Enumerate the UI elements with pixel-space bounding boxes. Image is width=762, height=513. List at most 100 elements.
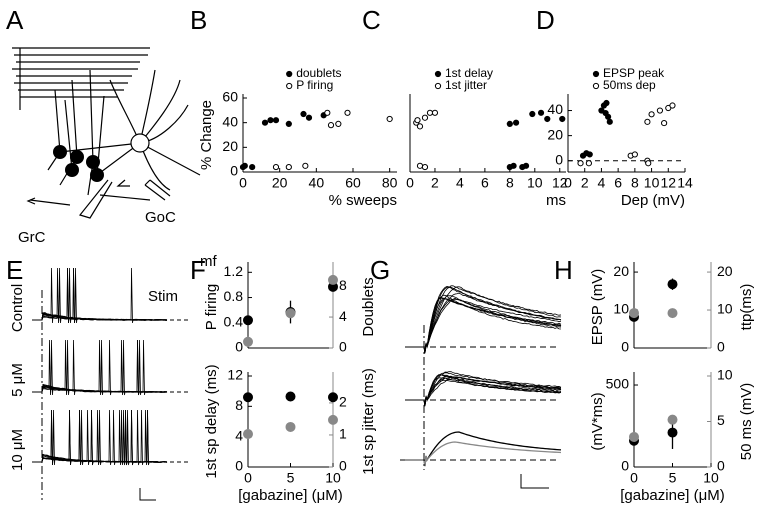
point [606,118,613,125]
x-tick-label: 60 [345,175,361,191]
point [249,163,256,171]
x-axis-label: Dep (mV) [621,192,685,209]
y-tick-label: 0 [555,151,563,167]
x-tick-label: 20 [272,175,288,191]
y-tick-label: 40 [222,113,238,129]
x-tick-label: 40 [309,175,325,191]
legend-label: P firing [296,78,333,92]
y2-axis-label: 1st sp jitter (ms) [360,368,377,475]
panel-label: G [370,255,390,285]
point [669,102,676,109]
y-tick-label: 40 [547,101,563,117]
point [272,117,280,124]
point [648,111,655,118]
point [285,308,296,319]
y-tick-label: 1.2 [224,263,244,279]
y2-tick-label: 0 [717,339,725,355]
circuit-diagram [12,47,201,219]
x-tick-label: 0 [406,175,414,191]
point [602,109,609,117]
trace [405,285,562,354]
y-tick-label: 10 [613,301,629,317]
panel-label: C [362,5,381,35]
point [324,109,331,116]
point [328,392,338,403]
point [302,162,309,169]
trace [32,409,168,466]
trace [405,298,562,354]
y-axis-label: % Change [198,100,215,170]
point [386,115,393,123]
point [667,414,678,425]
legend-label: 1st jitter [445,78,487,92]
y-tick-label: 0 [621,339,629,355]
x-tick-label: 2 [431,175,439,191]
point [537,109,545,116]
trace [405,441,562,467]
scale-bar [520,474,549,489]
x-tick-label: 5 [287,470,295,486]
x-tick-label: 6 [614,175,622,191]
point [629,308,639,319]
x-axis-label: ms [546,192,566,209]
trace [405,286,562,354]
y-tick-label: 0.4 [224,313,244,329]
x-tick-label: 8 [631,175,639,191]
point [585,160,592,167]
y-tick-label: 20 [613,263,629,279]
panel-label: E [6,255,23,285]
point [421,114,429,121]
x-tick-label: 0 [244,470,252,486]
y2-tick-label: 10 [717,367,733,383]
point [300,110,307,118]
legend-marker [434,70,442,78]
point [644,118,651,125]
x-tick-label: 4 [456,175,464,191]
y-axis-label: P firing [203,284,220,330]
y2-tick-label: 8 [339,277,347,293]
scale-bar [139,488,156,501]
x-tick-label: 10 [644,175,660,191]
legend-label: 1st delay [445,66,493,80]
point [645,160,652,167]
point [416,162,424,169]
point [586,151,593,158]
y2-tick-label: 20 [717,263,733,279]
legend-label: EPSP peak [603,66,665,80]
trace [405,374,562,407]
point [285,120,292,128]
y-tick-label: 8 [235,397,243,413]
point [544,115,551,123]
point [559,115,566,123]
point [328,274,338,285]
y2-axis-label: 50 ms (mV) [738,383,755,461]
trace [405,431,562,467]
y-tick-label: 20 [222,138,238,154]
y2-tick-label: 5 [717,412,725,428]
trace [405,372,562,407]
legend-marker [592,82,600,90]
trace [405,377,562,407]
y-tick-label: 12 [227,367,243,383]
x-tick-label: 5 [669,470,677,486]
point [344,109,351,116]
point [243,392,253,403]
x-tick-label: 0 [239,175,247,191]
y-axis-label: EPSP (mV) [589,269,606,345]
trace [405,297,562,354]
point [603,99,610,107]
point [512,119,520,126]
y2-axis-label: ttp(ms) [738,284,755,331]
x-tick-label: 6 [481,175,489,191]
point [510,162,517,169]
point [667,279,678,290]
trace [405,297,562,354]
point [667,427,678,438]
y-tick-label: 0 [621,458,629,474]
diagram-label: Stim [148,288,178,305]
trace-label: 5 μM [9,363,26,397]
